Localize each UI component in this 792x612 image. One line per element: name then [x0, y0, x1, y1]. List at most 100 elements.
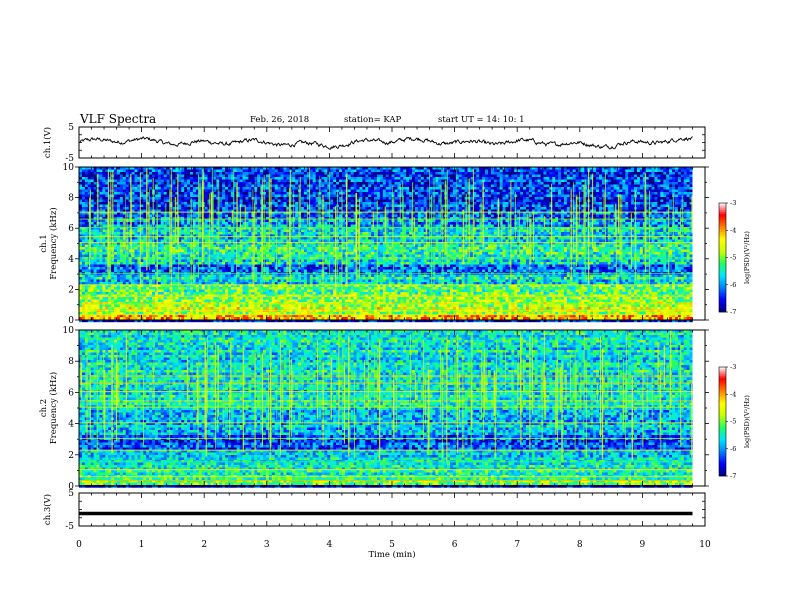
ch1-spec-cell [636, 199, 641, 203]
ch1-spec-cell [219, 172, 223, 175]
ch1-spec-cell [414, 182, 419, 185]
ch1-spec-cell [599, 182, 603, 185]
ch1-spec-cell [163, 182, 167, 185]
ch1-spec-cell [490, 169, 495, 173]
ch1-spec-cell [628, 204, 632, 208]
ch1-spec-cell [93, 207, 97, 210]
ch1-spec-cell [651, 184, 655, 188]
ch1-spec-cell [634, 177, 638, 180]
ch1-spec-cell [622, 189, 626, 193]
ch1-spec-cell [333, 197, 337, 200]
ch1-spec-cell [520, 214, 524, 218]
ch1-spec-cell [184, 184, 188, 188]
ch1-spec-cell [596, 169, 600, 173]
ch1-spec-cell [479, 199, 483, 203]
ch1-spec-cell [558, 204, 562, 208]
ch1-spec-cell [622, 222, 626, 225]
ch1-spec-cell [537, 187, 541, 190]
ch1-spec-cell [81, 187, 86, 190]
ch1-spec-cell [479, 169, 483, 173]
ch1-spec-cell [409, 202, 413, 205]
ch1-spec-cell [409, 194, 413, 198]
ch1-spec-cell [274, 197, 278, 200]
ch1-spec-cell [540, 169, 544, 173]
ch1-spec-cell [502, 199, 506, 203]
ch1-spec-cell [490, 204, 495, 208]
ch1-spec-cell [184, 224, 188, 228]
ch1-spec-cell [87, 177, 91, 180]
ch1-spec-cell [666, 197, 670, 200]
ch1-spec-cell [593, 214, 597, 218]
ch1-spec-cell [122, 184, 127, 188]
ch1-spec-cell [663, 207, 667, 210]
ch1-spec-cell [572, 172, 576, 175]
ch1-spec-cell [403, 187, 407, 190]
ch1-spec-cell [660, 182, 664, 185]
ch1-spec-cell [90, 179, 94, 183]
ch1-spec-cell [622, 199, 626, 203]
ch1-spec-cell [686, 172, 690, 175]
ch1-spec-cell [450, 177, 454, 180]
ch1-spec-cell [274, 182, 278, 185]
ch1-spec-cell [674, 194, 679, 198]
ch1-spec-cell [450, 204, 454, 208]
ch1-spec-cell [149, 172, 153, 175]
ch1-spec-cell [225, 214, 229, 218]
ch1-spec-cell [648, 179, 652, 183]
ch1-spec-cell [476, 187, 480, 190]
ch1-spec-cell [674, 179, 679, 183]
ch1-spec-cell [543, 189, 547, 193]
ch1-spec-cell [388, 194, 392, 198]
ch1-spec-cell [499, 207, 503, 210]
ch1-spec-cell [315, 179, 319, 183]
ch1-spec-cell [301, 207, 305, 210]
ch1-spec-cell [324, 194, 328, 198]
ch1-spec-cell [283, 199, 287, 203]
ch1-spec-cell [502, 189, 506, 193]
ch1-spec-cell [657, 197, 661, 200]
ch1-spec-cell [382, 182, 387, 185]
ch1-spec-cell [514, 189, 518, 193]
ch1-spec-cell [309, 177, 314, 180]
ch1-spec-cell [254, 169, 258, 173]
ch1-spec-cell [157, 192, 162, 195]
ch1-spec-cell [394, 189, 398, 193]
ch1-spec-cell [558, 197, 562, 200]
ch1-spec-cell [99, 187, 103, 190]
ch1-spec-cell [265, 199, 270, 203]
ch1-spec-cell [596, 202, 600, 205]
ch1-spec-cell [102, 177, 106, 180]
ch1-spec-cell [160, 179, 165, 183]
ch1-spec-cell [303, 179, 308, 183]
ch1-spec-cell [543, 202, 547, 205]
ch1-spec-cell [613, 184, 617, 188]
ch1-spec-cell [336, 187, 340, 190]
ch1-spec-cell [303, 222, 308, 225]
ch1-spec-cell [84, 179, 89, 183]
ch1-spec-cell [467, 169, 471, 173]
ch1-spec-cell [102, 224, 106, 228]
ch1-spec-cell [81, 204, 86, 208]
ch1-spec-cell [341, 187, 346, 190]
ch1-spec-cell [625, 204, 629, 208]
ch1-spec-cell [674, 199, 679, 203]
ch1-spec-cell [309, 214, 314, 218]
ch1-spec-cell [330, 222, 334, 225]
ch1-spec-cell [660, 174, 664, 178]
ch1-spec-cell [423, 169, 427, 173]
ch1-spec-cell [362, 179, 366, 183]
ch1-spec-cell [379, 204, 384, 208]
ch1-spec-cell [555, 197, 559, 200]
ch1-spec-cell [350, 169, 354, 173]
ch1-spec-cell [660, 204, 664, 208]
ch1-spec-cell [181, 197, 185, 200]
ch1-spec-cell [581, 179, 585, 183]
ch1-spec-cell [195, 169, 200, 173]
ch1-spec-cell [599, 172, 603, 175]
ch1-spec-cell [581, 182, 585, 185]
ch1-spec-cell [412, 177, 416, 180]
ch1-spec-cell [485, 194, 489, 198]
ch1-spec-cell [324, 207, 328, 210]
ch1-spec-cell [131, 182, 135, 185]
ch1-spec-cell [178, 207, 182, 210]
